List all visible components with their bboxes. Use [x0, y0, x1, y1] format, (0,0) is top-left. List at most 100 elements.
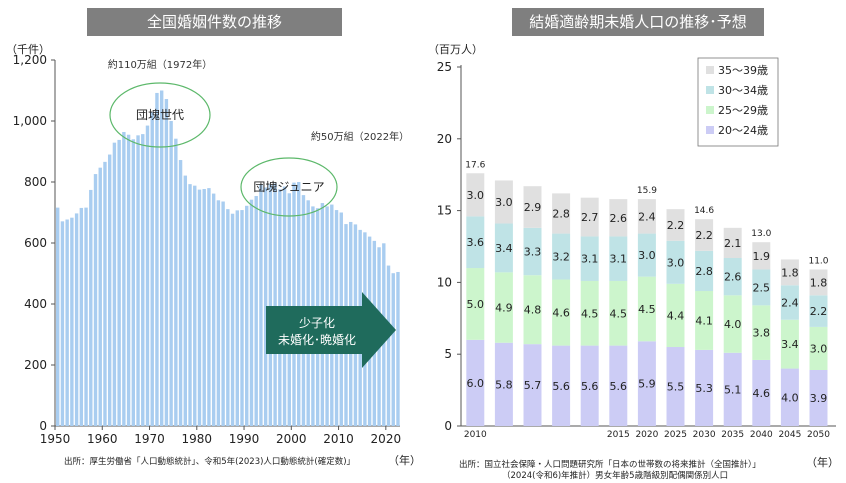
- right-bar-segment: [466, 173, 485, 217]
- right-segment-label: 4.9: [495, 302, 513, 315]
- right-segment-label: 2.1: [724, 237, 742, 250]
- left-bar: [207, 188, 211, 426]
- right-bar-segment: [723, 295, 742, 353]
- right-segment-label: 3.4: [781, 338, 799, 351]
- right-segment-label: 4.0: [724, 318, 742, 331]
- right-segment-label: 2.4: [638, 210, 656, 223]
- right-bar-segment: [552, 233, 571, 280]
- left-y-tick-label: 1,200: [13, 53, 47, 67]
- right-bar-segment: [809, 295, 828, 327]
- left-bar: [386, 265, 391, 426]
- left-x-ticks: 1950 1960 1970 1980 1990 2000 2010 2020: [40, 426, 401, 446]
- left-bar: [126, 134, 131, 426]
- left-y-tick-label: 800: [24, 175, 47, 189]
- left-y-tick-label: 0: [39, 419, 47, 433]
- right-bar-segment: [494, 180, 513, 224]
- right-segment-label: 2.8: [552, 207, 570, 220]
- right-chart-title: 結婚適齢期未婚人口の推移･予想: [512, 8, 764, 36]
- left-bar: [292, 182, 296, 426]
- legend-label: 25～29歳: [718, 104, 768, 117]
- right-bar-segment: [752, 359, 771, 426]
- right-bar-segment: [609, 345, 628, 426]
- left-bar: [56, 207, 60, 426]
- peak-note: 約110万組（1972年）: [108, 58, 213, 71]
- right-x-tick-label: 2045: [778, 430, 801, 440]
- legend-swatch: [706, 126, 714, 134]
- right-segment-label: 3.0: [467, 189, 485, 202]
- right-segment-label: 5.6: [610, 380, 628, 393]
- left-bar: [141, 134, 145, 427]
- right-totals: 17.6 15.9 14.6 13.0 11.0: [465, 160, 829, 266]
- left-bar: [249, 199, 254, 426]
- right-bar-segment: [809, 269, 828, 296]
- right-segment-label: 4.6: [552, 307, 570, 320]
- right-segment-label: 2.7: [581, 211, 599, 224]
- left-bar: [202, 189, 206, 426]
- right-segment-label: 5.6: [552, 380, 570, 393]
- left-bar: [164, 99, 169, 426]
- left-bar: [155, 92, 159, 426]
- right-y-tick-label: 15: [437, 204, 452, 218]
- right-y-tick-label: 25: [437, 60, 452, 74]
- right-total-label: 14.6: [694, 206, 714, 216]
- right-source-line1: 出所：国立社会保障・人口問題研究所「日本の世帯数の将来推計（全国推計）」: [459, 460, 761, 470]
- right-bar-segment: [466, 268, 485, 340]
- left-year-unit: （年）: [388, 453, 421, 467]
- right-bar-segment: [466, 216, 485, 269]
- right-bar-segment: [580, 345, 599, 426]
- left-bar: [136, 135, 140, 426]
- legend-label: 35～39歳: [718, 64, 768, 77]
- right-segment-label: 2.2: [667, 219, 685, 232]
- right-bar-segment: [666, 240, 685, 284]
- left-bar: [79, 207, 84, 426]
- right-bar-segment: [695, 250, 714, 292]
- left-bar: [70, 217, 74, 426]
- right-segment-label: 3.3: [524, 246, 542, 259]
- left-bar: [150, 112, 154, 426]
- right-bar-segment: [609, 280, 628, 346]
- right-bar-segment: [552, 345, 571, 426]
- right-segment-label: 4.8: [524, 304, 542, 317]
- right-y-tick-label: 20: [437, 132, 452, 146]
- left-bar: [98, 167, 102, 427]
- left-bar: [103, 161, 107, 426]
- right-bar-segment: [666, 283, 685, 348]
- right-segment-label: 1.8: [810, 276, 828, 289]
- left-bar: [240, 210, 244, 426]
- right-segment-label: 5.5: [667, 381, 685, 394]
- right-bar-segment: [637, 199, 656, 234]
- right-segment-label: 2.2: [810, 305, 828, 318]
- left-bar: [174, 138, 178, 426]
- right-bar-segment: [780, 368, 799, 426]
- bubble-dankai: [109, 82, 211, 148]
- right-bar-segment: [523, 344, 542, 426]
- right-bar-segment: [494, 342, 513, 426]
- right-bar-segment: [809, 369, 828, 426]
- left-x-tick-label: 1990: [229, 432, 260, 446]
- left-chart: （千件） 0 200 400 600 800 1,000 1,200 1950 1960 197…: [6, 43, 421, 467]
- left-y-tick-label: 600: [24, 236, 47, 250]
- left-bar: [159, 90, 164, 426]
- right-segment-label: 5.6: [581, 380, 599, 393]
- trend-arrow: [266, 292, 396, 368]
- arrow-label-2: 未婚化･晩婚化: [278, 333, 356, 347]
- right-segment-label: 3.4: [495, 242, 513, 255]
- right-bar-segment: [695, 291, 714, 350]
- right-segment-label: 1.9: [753, 250, 771, 263]
- right-total-label: 15.9: [637, 186, 657, 196]
- right-segment-label: 2.6: [610, 212, 628, 225]
- left-y-ticks: 0 200 400 600 800 1,000 1,200: [13, 53, 55, 433]
- right-segment-label: 3.0: [638, 249, 656, 262]
- left-y-tick-label: 200: [24, 358, 47, 372]
- left-bar: [391, 273, 395, 426]
- right-segment-label: 2.9: [524, 201, 542, 214]
- right-y-tick-label: 0: [444, 419, 452, 433]
- right-segment-label: 3.0: [667, 256, 685, 269]
- right-x-tick-label: 2015: [607, 430, 630, 440]
- right-bar-segment: [695, 349, 714, 426]
- right-bar-segment: [780, 319, 799, 369]
- left-bar: [65, 219, 69, 426]
- right-bar-segment: [780, 285, 799, 320]
- left-x-tick-label: 1950: [40, 432, 71, 446]
- right-bar-segment: [609, 236, 628, 281]
